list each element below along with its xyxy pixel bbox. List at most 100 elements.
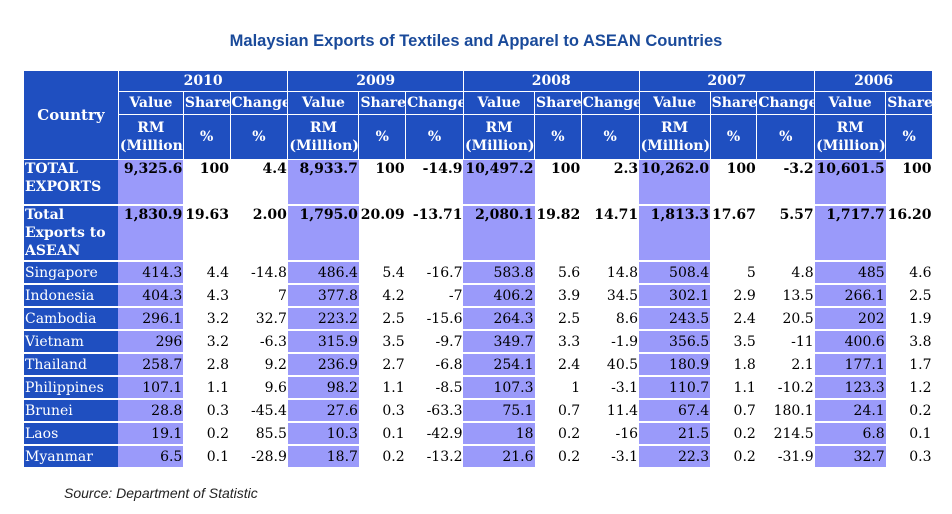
value-cell: 75.1 [463, 399, 535, 423]
table-row: Indonesia 404.3 4.3 7 377.8 4.2 -7 406.2 3.9 34.5… [24, 284, 933, 308]
change-cell: 8.6 [581, 307, 640, 331]
table-row: Myanmar 6.5 0.1 -28.9 18.7 0.2 -13.2 21.6 0.2 -3.… [24, 445, 933, 469]
country-cell: Singapore [24, 261, 119, 285]
change-cell: 14.71 [581, 205, 640, 262]
value-cell: 123.3 [814, 376, 886, 400]
value-cell: 406.2 [463, 284, 535, 308]
unit-line-2: (Million) [119, 138, 184, 154]
change-cell: -42.9 [405, 422, 464, 446]
change-cell: -13.71 [405, 205, 464, 262]
value-cell: 32.7 [814, 445, 886, 469]
unit-line-1: RM [661, 120, 689, 136]
value-cell: 6.8 [814, 422, 886, 446]
value-cell: 223.2 [287, 307, 359, 331]
share-column-header: Share [183, 91, 231, 115]
table-row: Thailand 258.7 2.8 9.2 236.9 2.7 -6.8 254.1 2.4 4… [24, 353, 933, 377]
value-cell: 486.4 [287, 261, 359, 285]
exports-table: Country 2010 2009 2008 2007 2006 Value Share C… [24, 71, 933, 469]
value-cell: 296 [118, 330, 184, 354]
value-cell: 243.5 [639, 307, 711, 331]
unit-line-2: (Million) [640, 138, 711, 154]
share-cell: 0.3 [183, 399, 231, 423]
change-cell: 14.8 [581, 261, 640, 285]
table-row: Cambodia 296.1 3.2 32.7 223.2 2.5 -15.6 264.3 2.… [24, 307, 933, 331]
value-column-header: Value [118, 91, 184, 115]
share-cell: 3.3 [534, 330, 582, 354]
change-cell: -13.2 [405, 445, 464, 469]
value-unit-header: RM (Million) [639, 114, 711, 160]
share-cell: 100 [534, 159, 582, 206]
share-cell: 0.1 [885, 422, 933, 446]
change-cell: -3.2 [756, 159, 815, 206]
value-cell: 27.6 [287, 399, 359, 423]
share-cell: 3.8 [885, 330, 933, 354]
share-cell: 3.5 [710, 330, 757, 354]
table-row: Singapore 414.3 4.4 -14.8 486.4 5.4 -16.7 583.8… [24, 261, 933, 285]
unit-line-2: (Million) [464, 138, 535, 154]
change-cell: -16 [581, 422, 640, 446]
change-unit-header: % [756, 114, 816, 160]
share-unit-header: % [885, 114, 933, 160]
change-cell: -31.9 [756, 445, 815, 469]
change-cell: 20.5 [756, 307, 815, 331]
change-cell: -8.5 [405, 376, 464, 400]
value-cell: 414.3 [118, 261, 184, 285]
share-cell: 2.8 [183, 353, 231, 377]
share-cell: 2.5 [885, 284, 933, 308]
share-cell: 2.4 [710, 307, 757, 331]
share-cell: 1.1 [183, 376, 231, 400]
change-unit-header: % [405, 114, 464, 160]
value-cell: 10,497.2 [463, 159, 535, 206]
value-cell: 21.6 [463, 445, 535, 469]
year-header: 2007 [639, 71, 816, 92]
share-cell: 5.6 [534, 261, 582, 285]
value-cell: 254.1 [463, 353, 535, 377]
share-cell: 2.5 [358, 307, 406, 331]
share-cell: 3.9 [534, 284, 582, 308]
value-cell: 24.1 [814, 399, 886, 423]
share-cell: 3.2 [183, 307, 231, 331]
change-cell: -16.7 [405, 261, 464, 285]
share-unit-header: % [183, 114, 231, 160]
share-cell: 2.7 [358, 353, 406, 377]
page-title: Malaysian Exports of Textiles and Appare… [229, 32, 723, 50]
value-cell: 180.9 [639, 353, 711, 377]
share-cell: 0.7 [710, 399, 757, 423]
share-cell: 2.5 [534, 307, 582, 331]
share-cell: 0.2 [534, 445, 582, 469]
share-cell: 100 [885, 159, 933, 206]
year-header: 2010 [118, 71, 289, 92]
change-cell: -1.9 [581, 330, 640, 354]
change-cell: -11 [756, 330, 815, 354]
share-unit-header: % [534, 114, 582, 160]
value-cell: 10,262.0 [639, 159, 711, 206]
share-cell: 1.9 [885, 307, 933, 331]
value-cell: 202 [814, 307, 886, 331]
change-column-header: Change [405, 91, 464, 115]
change-cell: 5.57 [756, 205, 815, 262]
value-cell: 1,717.7 [814, 205, 886, 262]
table-header: Country 2010 2009 2008 2007 2006 Value Share C… [24, 71, 933, 160]
change-unit-header: % [581, 114, 640, 160]
value-cell: 6.5 [118, 445, 184, 469]
change-cell: 11.4 [581, 399, 640, 423]
country-cell: Total Exports to ASEAN [24, 205, 119, 262]
table-body: TOTAL EXPORTS 9,325.6 100 4.4 8,933.7 100 -14.… [24, 159, 933, 469]
year-header: 2006 [814, 71, 933, 92]
change-cell: 2.00 [230, 205, 288, 262]
share-cell: 2.4 [534, 353, 582, 377]
change-cell: -6.3 [230, 330, 288, 354]
share-cell: 1.7 [885, 353, 933, 377]
change-column-header: Change [756, 91, 816, 115]
value-cell: 1,795.0 [287, 205, 359, 262]
table-row: Brunei 28.8 0.3 -45.4 27.6 0.3 -63.3 75.1 0.7 11.… [24, 399, 933, 423]
share-cell: 20.09 [358, 205, 406, 262]
table-row: Vietnam 296 3.2 -6.3 315.9 3.5 -9.7 349.7 3.3 -1.… [24, 330, 933, 354]
change-unit-header: % [230, 114, 289, 160]
value-cell: 107.3 [463, 376, 535, 400]
share-cell: 100 [358, 159, 406, 206]
share-column-header: Share [885, 91, 933, 115]
change-cell: 7 [230, 284, 288, 308]
country-cell: Cambodia [24, 307, 119, 331]
year-header: 2008 [463, 71, 640, 92]
